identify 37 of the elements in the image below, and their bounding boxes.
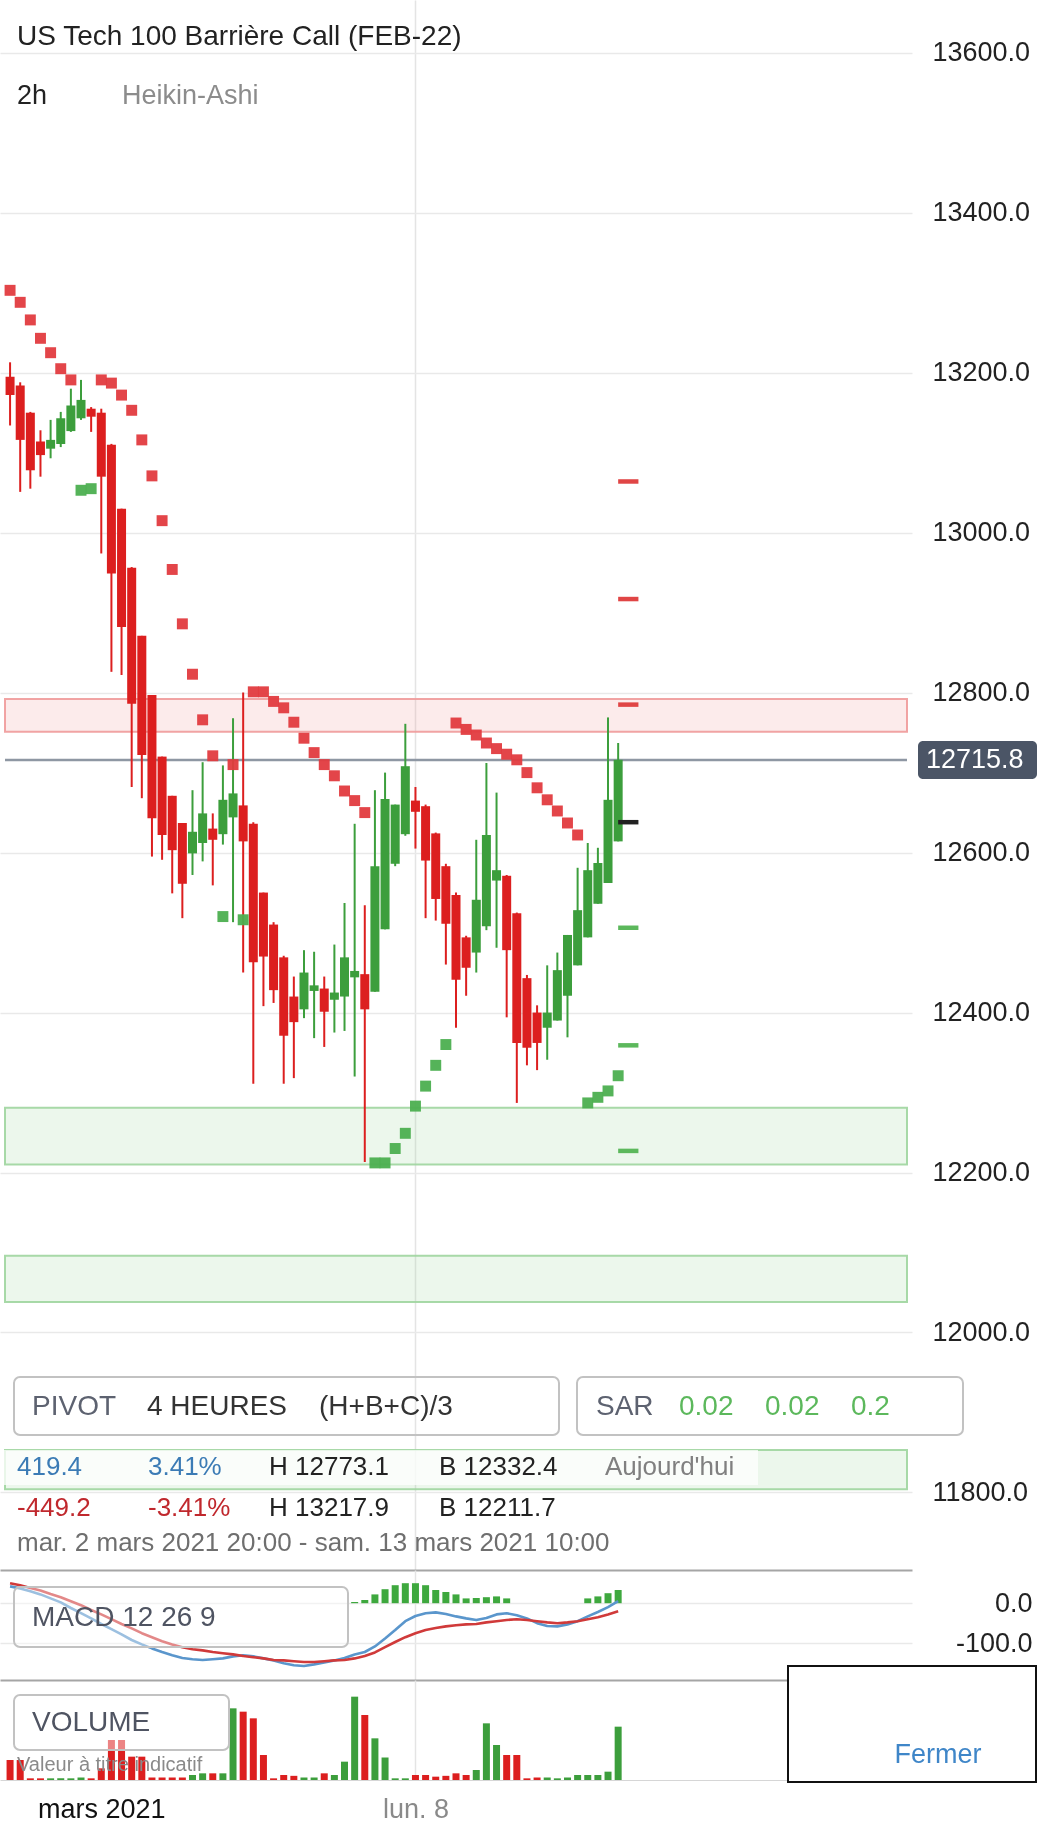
annotation: 0.02 bbox=[679, 1390, 734, 1421]
text: US Tech 100 Barrière Call (FEB-22) bbox=[17, 20, 462, 51]
y-tick-label: 11800.0 bbox=[932, 1476, 1029, 1507]
y-tick-label: 0.0 bbox=[994, 1587, 1033, 1618]
text: 2h bbox=[17, 80, 48, 110]
annotation: Aujourd'hui bbox=[605, 1451, 735, 1481]
annotation: 419.4 bbox=[17, 1451, 83, 1481]
annotation: 0.2 bbox=[851, 1390, 890, 1421]
annotation: -3.41% bbox=[148, 1492, 231, 1522]
annotation: PIVOT bbox=[32, 1390, 117, 1421]
y-tick-label: 12600.0 bbox=[932, 837, 1031, 868]
ref-line-label: 12715.8 bbox=[926, 743, 1024, 774]
annotation: SAR bbox=[596, 1390, 654, 1421]
annotation: 0.02 bbox=[765, 1390, 820, 1421]
y-tick-label: 13000.0 bbox=[932, 517, 1031, 548]
annotation: 4 HEURES bbox=[147, 1390, 288, 1421]
y-tick-label: 12400.0 bbox=[932, 997, 1031, 1028]
annotation: 3.41% bbox=[148, 1451, 222, 1481]
y-tick-label: -100.0 bbox=[955, 1627, 1033, 1658]
chart-title: VOLUME bbox=[32, 1706, 151, 1737]
annotation: H 13217.9 bbox=[269, 1492, 389, 1522]
y-tick-label: 12800.0 bbox=[932, 677, 1031, 708]
annotation: mar. 2 mars 2021 20:00 - sam. 13 mars 2021 10:00 bbox=[17, 1527, 610, 1557]
y-tick-label: 12200.0 bbox=[932, 1157, 1031, 1187]
x-tick-label: lun. 8 bbox=[382, 1793, 449, 1824]
y-tick-label: 13200.0 bbox=[932, 357, 1031, 388]
annotation: (H+B+C)/3 bbox=[319, 1390, 453, 1421]
annotation: Fermer bbox=[894, 1739, 982, 1769]
annotation: Heikin-Ashi bbox=[122, 80, 259, 110]
x-tick-label: mars 2021 bbox=[37, 1793, 166, 1824]
y-tick-label: 13600.0 bbox=[932, 37, 1031, 68]
y-tick-label: 13400.0 bbox=[932, 197, 1031, 228]
annotation: B 12332.4 bbox=[439, 1451, 558, 1481]
annotation: H 12773.1 bbox=[269, 1451, 389, 1481]
annotation: B 12211.7 bbox=[439, 1492, 556, 1522]
annotation: -449.2 bbox=[17, 1492, 91, 1522]
y-tick-label: 12000.0 bbox=[932, 1316, 1031, 1347]
